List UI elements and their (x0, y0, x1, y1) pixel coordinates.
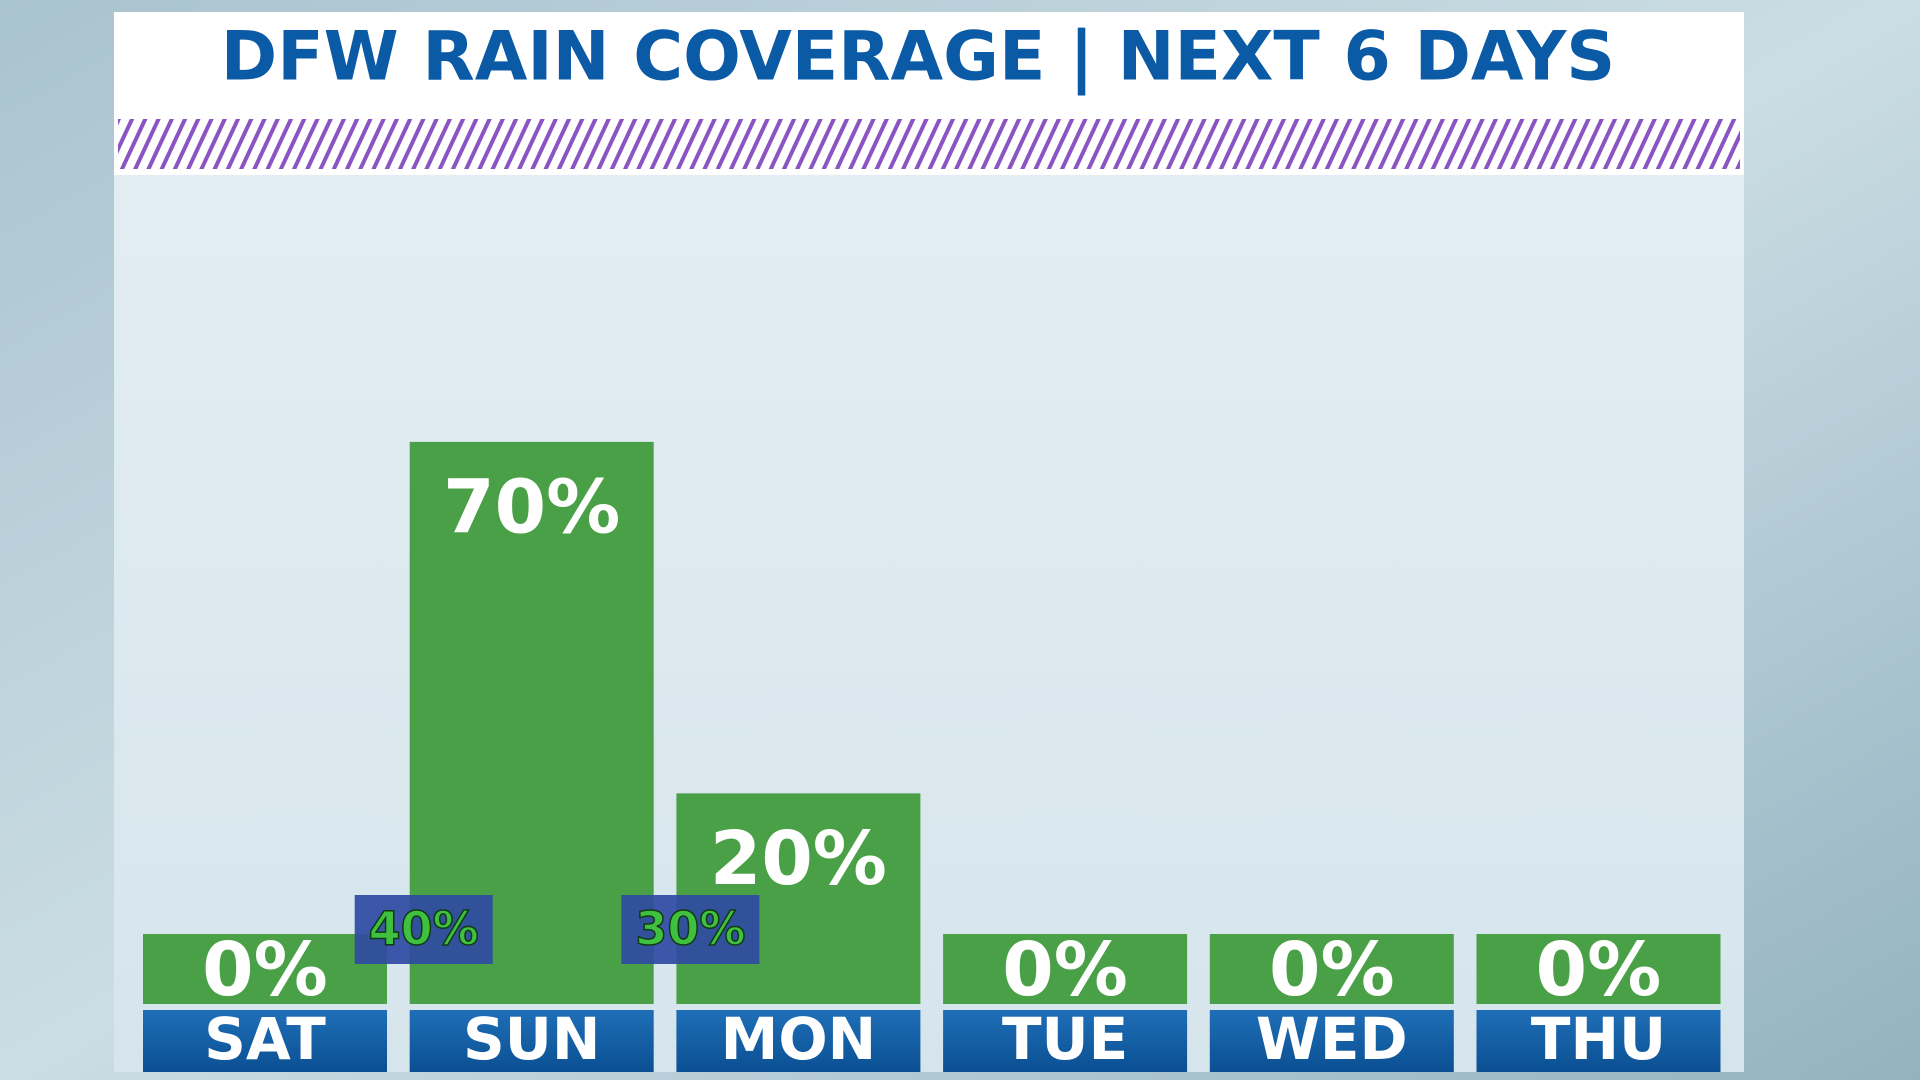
between-label: 30% (635, 902, 745, 956)
day-box (676, 1010, 921, 1072)
day-box (143, 1010, 387, 1072)
value-label: 0% (1002, 927, 1128, 1013)
bar (943, 934, 1188, 1004)
x-tick-label: WED (1256, 1005, 1408, 1073)
chart-title: DFW RAIN COVERAGE | NEXT 6 DAYS (221, 18, 1615, 97)
between-box (621, 895, 760, 964)
between-box (354, 895, 493, 964)
between-label: 40% (369, 902, 479, 956)
x-tick-label: TUE (1002, 1005, 1128, 1073)
x-tick-label: MON (721, 1005, 877, 1073)
value-label: 0% (1269, 927, 1395, 1013)
bar (143, 934, 387, 1004)
x-tick-label: SUN (463, 1005, 600, 1073)
value-label: 0% (202, 927, 328, 1013)
x-tick-label: THU (1531, 1005, 1666, 1073)
value-label: 70% (443, 464, 620, 550)
day-box (1476, 1010, 1721, 1072)
day-box (943, 1010, 1188, 1072)
bar (1209, 934, 1454, 1004)
value-label: 20% (710, 816, 887, 902)
hatch-stripe (118, 119, 1740, 169)
day-box (1209, 1010, 1454, 1072)
day-box (409, 1010, 654, 1072)
x-tick-label: SAT (204, 1005, 326, 1073)
value-label: 0% (1536, 927, 1662, 1013)
bar (1476, 934, 1721, 1004)
